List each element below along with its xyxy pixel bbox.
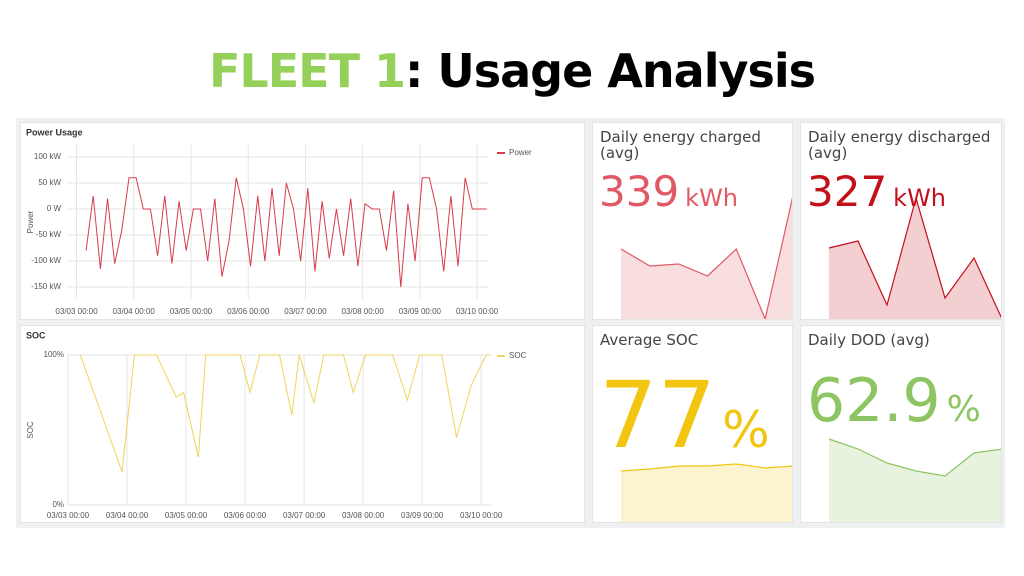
x-tick-label: 03/10 00:00 [460, 511, 503, 520]
x-tick-label: 03/07 00:00 [283, 511, 326, 520]
sparkline-area [829, 198, 1001, 319]
soc-panel: SOC SOC 100% 0% 03/03 00:00 03/04 00:00 03/05 … [20, 325, 585, 523]
stat-title: Daily energy charged (avg) [600, 128, 761, 162]
sparkline [620, 197, 792, 319]
x-tick-label: 03/09 00:00 [401, 511, 444, 520]
y-tick-label: -50 kW [36, 230, 62, 239]
legend-label: Power [509, 148, 532, 157]
sparkline-line [828, 438, 1001, 477]
sparkline-line [620, 463, 792, 472]
stat-title: Average SOC [600, 331, 699, 349]
data-line [85, 177, 487, 288]
stat-unit: kWh [893, 184, 947, 212]
x-tick-label: 03/05 00:00 [165, 511, 208, 520]
x-tick-label: 03/04 00:00 [113, 307, 156, 316]
chart: SOC SOC 100% 0% 03/03 00:00 03/04 00:00 03/05 … [26, 330, 527, 520]
x-tick-label: 03/10 00:00 [456, 307, 499, 316]
heading-highlight: FLEET 1 [209, 44, 406, 98]
stat-unit: kWh [685, 184, 739, 212]
y-tick-label: 0% [52, 500, 64, 509]
data-line [79, 354, 491, 473]
x-tick-label: 03/06 00:00 [224, 511, 267, 520]
sparkline [828, 438, 1001, 522]
sparkline-line [828, 195, 1001, 319]
x-tick-label: 03/05 00:00 [170, 307, 213, 316]
stat-number: 77 [599, 362, 717, 469]
heading-rest: : Usage Analysis [404, 44, 816, 98]
stat-number: 327 [807, 167, 888, 216]
x-tick-label: 03/06 00:00 [227, 307, 270, 316]
y-tick-label: 100 kW [34, 152, 62, 161]
x-tick-label: 03/03 00:00 [47, 511, 90, 520]
x-tick-label: 03/03 00:00 [55, 307, 98, 316]
x-tick-label: 03/08 00:00 [342, 307, 385, 316]
stat-panel: Daily DOD (avg) 62.9% [800, 325, 1002, 523]
x-tick-label: 03/08 00:00 [342, 511, 385, 520]
stat-panel: Daily energy discharged (avg) 327 kWh [800, 122, 1002, 320]
stat-title: Daily energy discharged (avg) [808, 128, 991, 162]
stat-number: 339 [599, 167, 680, 216]
y-tick-label: 50 kW [38, 178, 61, 187]
sparkline-area [621, 199, 792, 319]
stat-panel: Average SOC 77% [592, 325, 793, 523]
stat-value: 77% [599, 362, 770, 469]
power-panel: Power Usage Power 100 kW 50 kW 0 W -50 kW -100… [20, 122, 585, 320]
page-heading: FLEET 1: Usage Analysis [0, 44, 1024, 98]
sparkline-area [829, 439, 1001, 522]
stat-number: 62.9 [807, 366, 941, 436]
y-tick-label: -100 kW [31, 256, 61, 265]
sparkline-line [620, 197, 792, 319]
stat-unit: % [946, 389, 981, 430]
sparkline-area [621, 464, 792, 522]
stat-value: 62.9% [807, 366, 981, 436]
y-tick-label: 0 W [47, 204, 62, 213]
y-axis-label: SOC [26, 421, 35, 439]
stat-unit: % [722, 401, 770, 459]
y-axis-label: Power [26, 210, 35, 233]
x-tick-label: 03/04 00:00 [106, 511, 149, 520]
stat-panel: Daily energy charged (avg) 339 kWh [592, 122, 793, 320]
panel-title: SOC [26, 330, 46, 340]
sparkline [828, 195, 1001, 319]
stat-title: Daily DOD (avg) [808, 331, 930, 349]
stat-value: 339 kWh [599, 167, 738, 216]
panel-title: Power Usage [26, 127, 83, 137]
y-tick-label: -150 kW [31, 282, 61, 291]
chart: Power Usage Power 100 kW 50 kW 0 W -50 kW -100… [26, 127, 532, 316]
y-tick-label: 100% [44, 350, 64, 359]
x-tick-label: 03/07 00:00 [284, 307, 327, 316]
x-tick-label: 03/09 00:00 [399, 307, 442, 316]
stat-value: 327 kWh [807, 167, 946, 216]
legend-label: SOC [509, 351, 527, 360]
sparkline [620, 463, 792, 522]
